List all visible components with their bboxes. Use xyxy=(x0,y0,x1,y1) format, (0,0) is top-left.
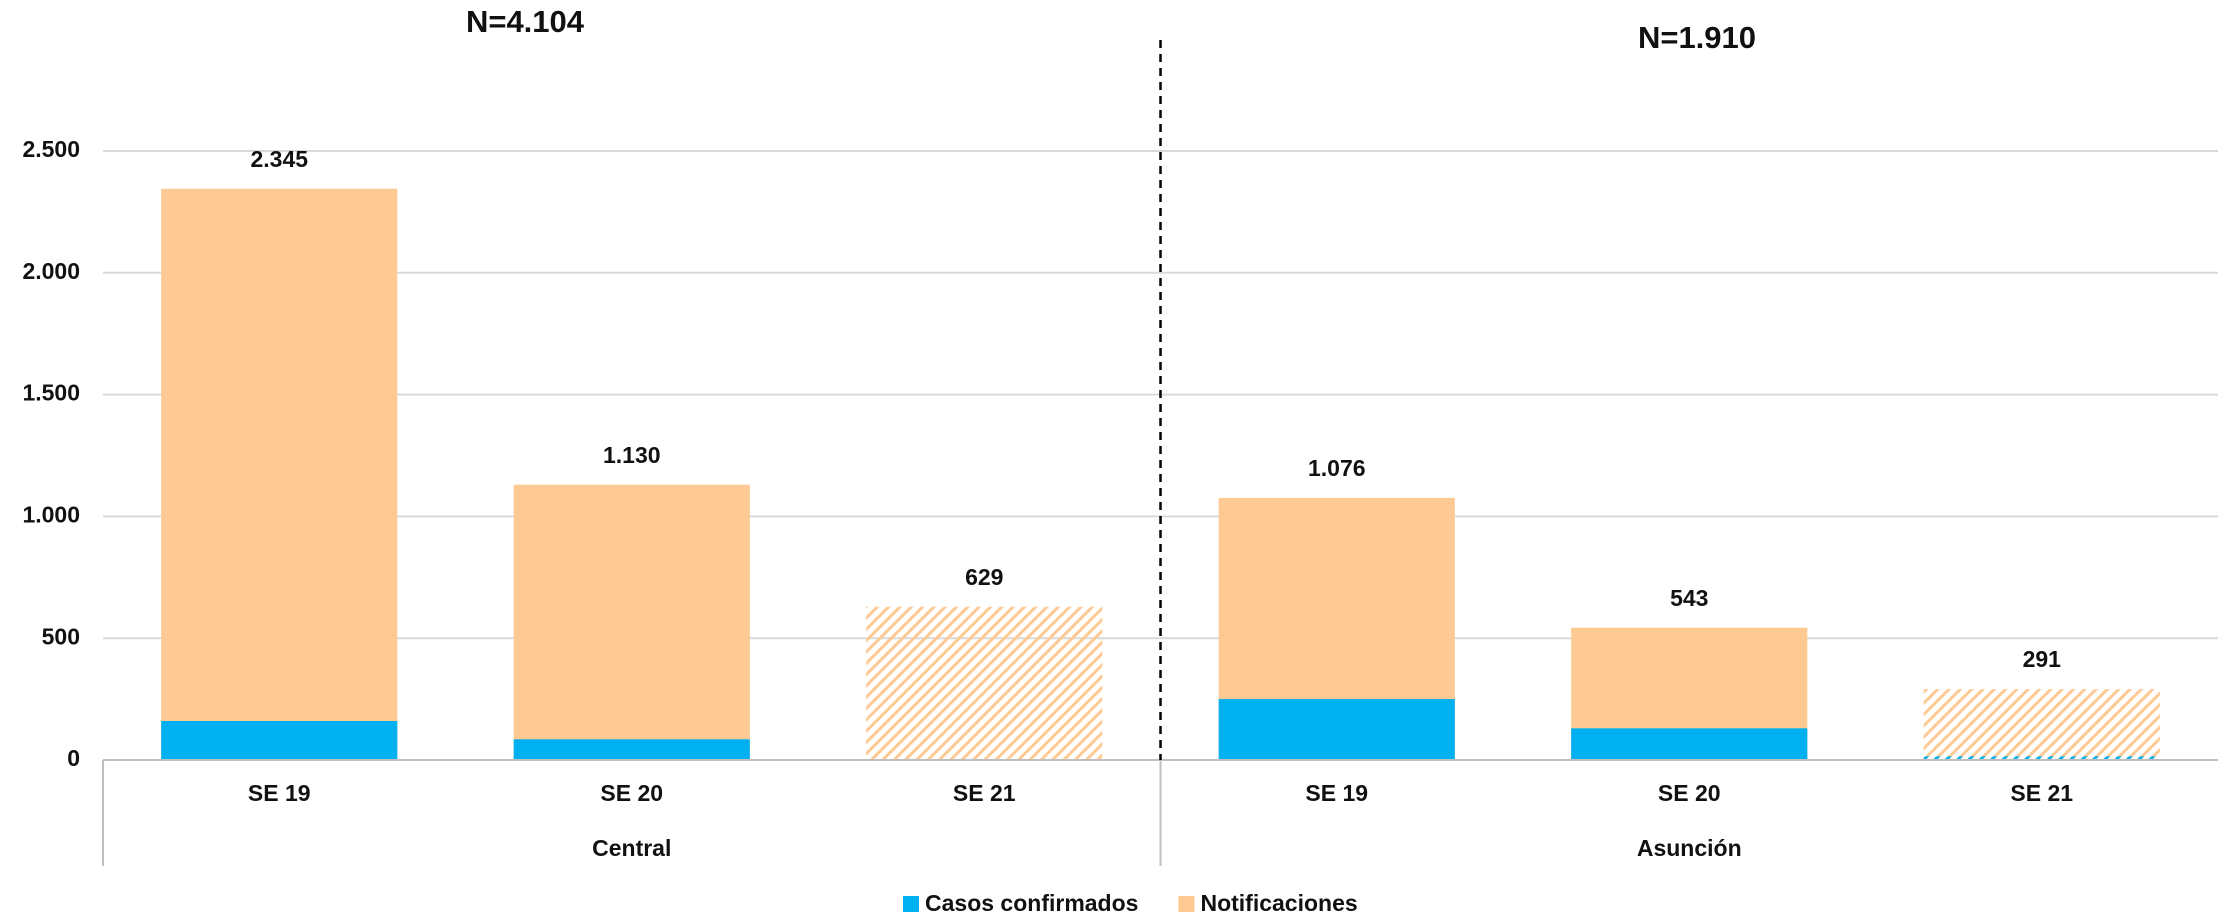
group-total: N=1.910 xyxy=(1638,20,1756,55)
x-tick-label: SE 19 xyxy=(1305,780,1368,806)
x-tick-label: SE 20 xyxy=(600,780,663,806)
y-tick-label: 2.000 xyxy=(22,258,80,284)
group-total: N=4.104 xyxy=(466,4,585,39)
y-tick-label: 500 xyxy=(42,623,80,649)
value-label: 1.076 xyxy=(1308,455,1366,481)
bar xyxy=(513,739,750,760)
y-tick-label: 1.000 xyxy=(22,501,80,527)
value-label: 543 xyxy=(1670,585,1708,611)
value-label: 291 xyxy=(2023,646,2062,672)
bar xyxy=(866,606,1103,760)
y-tick-label: 1.500 xyxy=(22,380,80,406)
group-label: Central xyxy=(592,835,671,861)
bar xyxy=(1571,728,1808,760)
bar xyxy=(161,188,398,760)
legend-label: Casos confirmados xyxy=(925,890,1138,916)
x-tick-label: SE 21 xyxy=(2010,780,2073,806)
value-label: 1.130 xyxy=(603,442,661,468)
y-tick-label: 2.500 xyxy=(22,136,80,162)
bar xyxy=(161,721,398,760)
legend-swatch xyxy=(903,896,919,912)
bar xyxy=(1923,689,2160,760)
group-label: Asunción xyxy=(1637,835,1742,861)
bar xyxy=(513,484,750,760)
y-tick-label: 0 xyxy=(67,745,80,771)
legend-label: Notificaciones xyxy=(1200,890,1357,916)
legend-swatch xyxy=(1178,896,1195,912)
bar xyxy=(1218,699,1455,760)
x-tick-label: SE 19 xyxy=(248,780,311,806)
value-label: 629 xyxy=(965,564,1003,590)
x-tick-label: SE 21 xyxy=(953,780,1016,806)
x-tick-label: SE 20 xyxy=(1658,780,1721,806)
value-label: 2.345 xyxy=(250,146,308,172)
bar xyxy=(1923,756,2160,760)
